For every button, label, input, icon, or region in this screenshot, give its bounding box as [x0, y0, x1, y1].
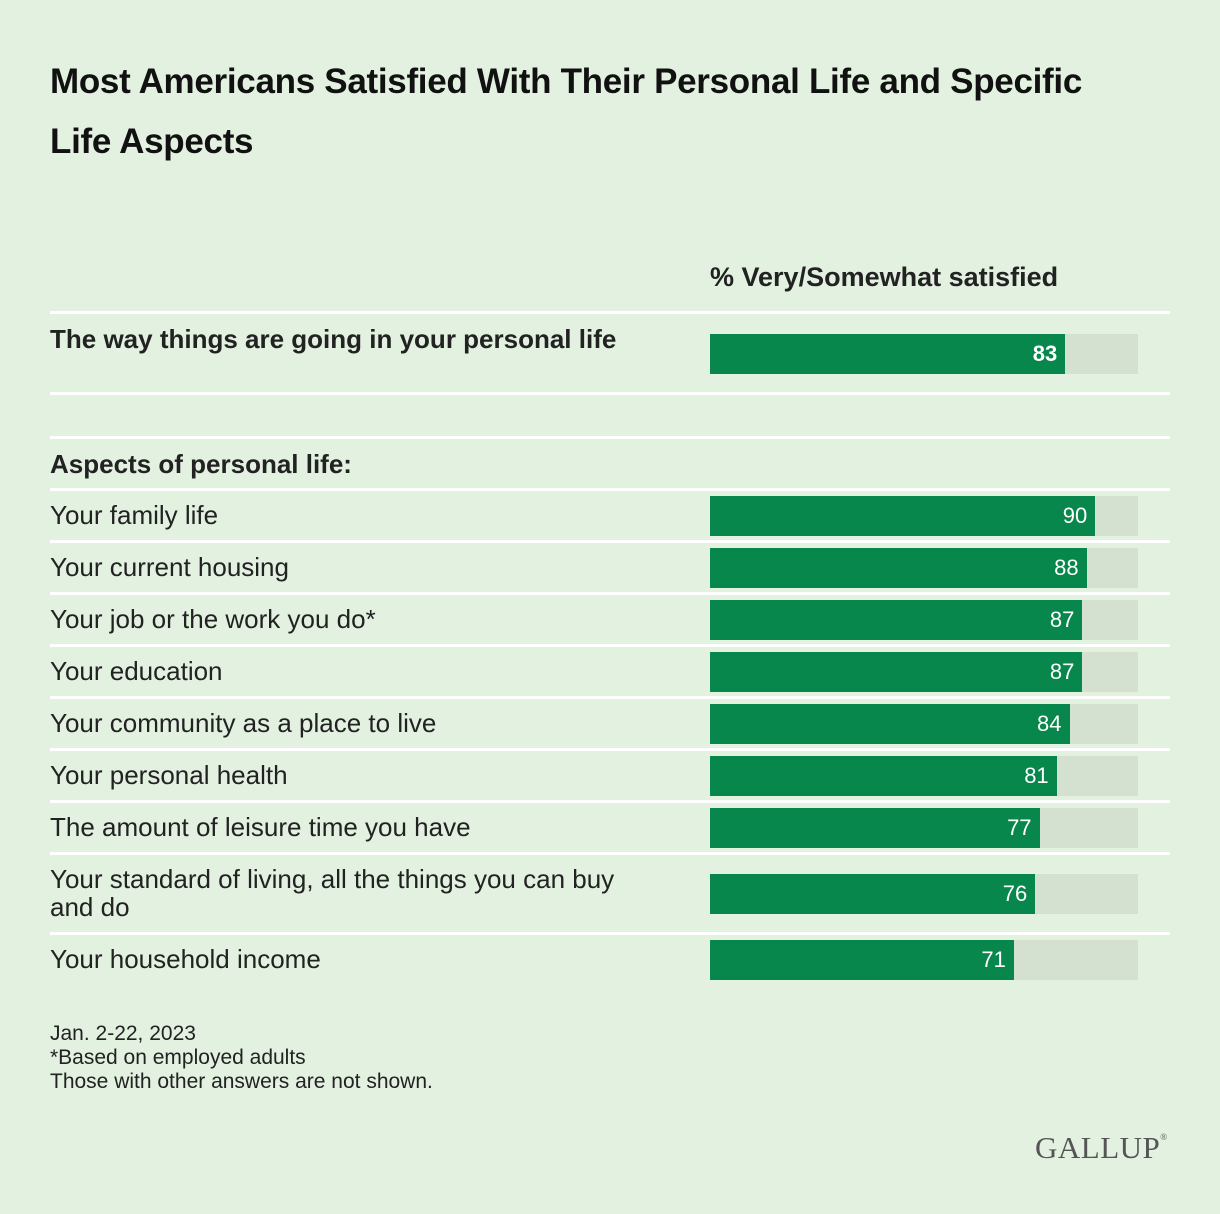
- bar-track: 84: [710, 704, 1138, 744]
- divider: [50, 592, 1170, 595]
- bar: 81: [710, 756, 1057, 796]
- bar: 76: [710, 874, 1036, 914]
- chart-title: Most Americans Satisfied With Their Pers…: [50, 62, 1082, 161]
- footnotes: Jan. 2-22, 2023 *Based on employed adult…: [50, 1022, 433, 1094]
- bar-value-label: 87: [1049, 607, 1075, 632]
- divider: [50, 800, 1170, 803]
- bar-value-label: 71: [981, 947, 1006, 972]
- registered-mark: ®: [1160, 1132, 1168, 1142]
- date-note: Jan. 2-22, 2023: [50, 1022, 196, 1045]
- bar-track: 88: [710, 548, 1138, 588]
- bar-value-label: 81: [1024, 763, 1049, 788]
- category-label: Your family life: [50, 500, 219, 530]
- bar-value-label: 84: [1037, 711, 1062, 736]
- bar-track: 81: [710, 756, 1138, 796]
- bar: 87: [710, 600, 1083, 640]
- column-header: % Very/Somewhat satisfied: [710, 262, 1059, 292]
- category-label: The amount of leisure time you have: [50, 812, 471, 842]
- summary-track: 83: [710, 334, 1138, 374]
- employed-note: *Based on employed adults: [50, 1046, 306, 1069]
- bar-value-label: 87: [1049, 659, 1075, 684]
- bar-value-label: 76: [1002, 881, 1028, 906]
- divider: [50, 311, 1170, 314]
- category-label: Your community as a place to live: [50, 708, 437, 738]
- section-label: Aspects of personal life:: [50, 449, 352, 479]
- bar: 77: [710, 808, 1040, 848]
- category-label: Your education: [50, 656, 223, 686]
- divider: [50, 696, 1170, 699]
- bar-track: 87: [710, 600, 1138, 640]
- bar-value-label: 88: [1054, 555, 1079, 580]
- logo-text: GALLUP: [1035, 1130, 1161, 1165]
- bar: 87: [710, 652, 1083, 692]
- bar: 88: [710, 548, 1087, 588]
- category-label: Your household income: [50, 944, 321, 974]
- other-answers-note: Those with other answers are not shown.: [50, 1070, 433, 1093]
- divider: [50, 644, 1170, 647]
- category-label: Your current housing: [50, 552, 289, 582]
- bar-track: 90: [710, 496, 1138, 536]
- category-label: Your personal health: [50, 760, 288, 790]
- summary-value: 83: [1032, 341, 1058, 366]
- category-label: Your job or the work you do*: [50, 604, 376, 634]
- bar: 71: [710, 940, 1014, 980]
- summary-label: The way things are going in your persona…: [50, 324, 617, 354]
- divider: [50, 392, 1170, 395]
- divider: [50, 488, 1170, 491]
- category-label: Your standard of living, all the things …: [50, 864, 615, 922]
- bar: 84: [710, 704, 1070, 744]
- bar-track: 87: [710, 652, 1138, 692]
- divider: [50, 748, 1170, 751]
- bar-track: 77: [710, 808, 1138, 848]
- bar-value-label: 90: [1062, 503, 1088, 528]
- divider: [50, 436, 1170, 439]
- divider: [50, 932, 1170, 935]
- divider: [50, 852, 1170, 855]
- bar-value-label: 77: [1007, 815, 1032, 840]
- bar-track: 76: [710, 874, 1138, 914]
- gallup-logo: GALLUP®: [1035, 1130, 1168, 1166]
- summary-bar: 83: [710, 334, 1066, 374]
- bar: 90: [710, 496, 1096, 536]
- bar-track: 71: [710, 940, 1138, 980]
- divider: [50, 540, 1170, 543]
